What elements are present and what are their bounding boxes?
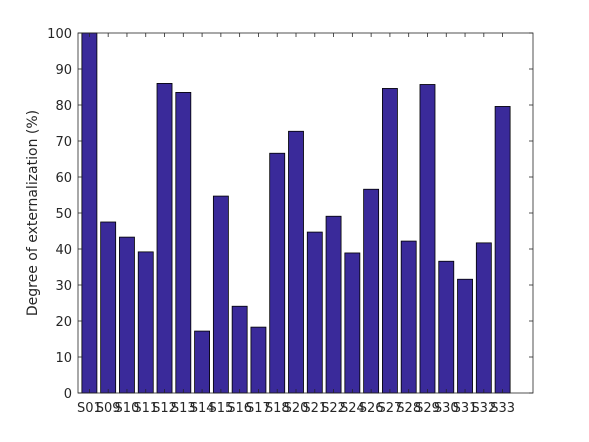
bar-s15 <box>212 195 229 394</box>
y-tick-label-90: 90 <box>55 63 72 78</box>
bar-s31 <box>457 278 473 394</box>
y-tick-label-10: 10 <box>55 351 72 366</box>
x-tick-label-s30: S30 <box>434 401 459 416</box>
y-tick-label-70: 70 <box>55 135 72 150</box>
y-tick-label-50: 50 <box>55 207 72 222</box>
x-tick-label-s27: S27 <box>378 401 403 416</box>
y-tick-label-80: 80 <box>55 99 72 114</box>
y-axis-ticks: 0 10 20 30 40 50 60 70 80 90 100 <box>47 27 533 402</box>
bar-s13 <box>175 92 192 394</box>
x-tick-label-s13: S13 <box>171 401 196 416</box>
bar-s12 <box>156 83 173 394</box>
x-tick-label-s09: S09 <box>96 401 121 416</box>
bar-s20 <box>288 130 304 394</box>
x-tick-label-s28: S28 <box>396 401 421 416</box>
x-tick-label-s18: S18 <box>265 401 290 416</box>
bar-s24 <box>344 252 361 394</box>
x-tick-label-s32: S32 <box>471 401 496 416</box>
x-tick-label-s26: S26 <box>359 401 384 416</box>
x-tick-label-s01: S01 <box>77 401 102 416</box>
bar-s27 <box>381 88 398 394</box>
y-tick-label-40: 40 <box>55 243 72 258</box>
bar-s30 <box>438 260 455 394</box>
bar-s01 <box>81 32 98 394</box>
x-tick-label-s17: S17 <box>246 401 271 416</box>
bar-s09 <box>100 221 117 394</box>
x-tick-label-s12: S12 <box>152 401 177 416</box>
bar-s28 <box>400 240 417 394</box>
x-tick-label-s22: S22 <box>321 401 346 416</box>
x-tick-label-s10: S10 <box>115 401 140 416</box>
x-tick-label-s14: S14 <box>190 401 215 416</box>
x-tick-label-s20: S20 <box>284 401 309 416</box>
bar-s33 <box>494 106 511 394</box>
bar-s29 <box>419 84 436 394</box>
y-axis-label: Degree of externalization (%) <box>25 110 41 316</box>
bar-s11 <box>137 251 154 394</box>
bar-s17 <box>250 326 267 394</box>
bar-s26 <box>363 188 380 394</box>
bar-s18 <box>269 152 286 394</box>
y-tick-label-0: 0 <box>64 387 72 402</box>
y-tick-label-100: 100 <box>47 27 72 42</box>
x-tick-label-s24: S24 <box>340 401 365 416</box>
x-axis-ticks: S01S09S10S11S12S13S14S15S16S17S18S20S21S… <box>77 33 515 416</box>
bars-group <box>81 32 511 394</box>
bar-s16 <box>231 305 248 394</box>
y-tick-label-60: 60 <box>55 171 72 186</box>
x-tick-label-s21: S21 <box>302 401 327 416</box>
plot-frame <box>77 32 534 394</box>
x-tick-label-s15: S15 <box>208 401 233 416</box>
x-tick-label-s11: S11 <box>133 401 158 416</box>
y-tick-label-20: 20 <box>55 315 72 330</box>
x-tick-label-s31: S31 <box>453 401 478 416</box>
y-tick-label-30: 30 <box>55 279 72 294</box>
bar-s10 <box>119 236 135 394</box>
bar-s21 <box>306 231 323 394</box>
bar-s32 <box>475 242 492 394</box>
x-tick-label-s16: S16 <box>227 401 252 416</box>
x-tick-label-s33: S33 <box>490 401 515 416</box>
x-tick-label-s29: S29 <box>415 401 440 416</box>
bar-s22 <box>325 215 342 394</box>
bar-s14 <box>194 330 211 394</box>
